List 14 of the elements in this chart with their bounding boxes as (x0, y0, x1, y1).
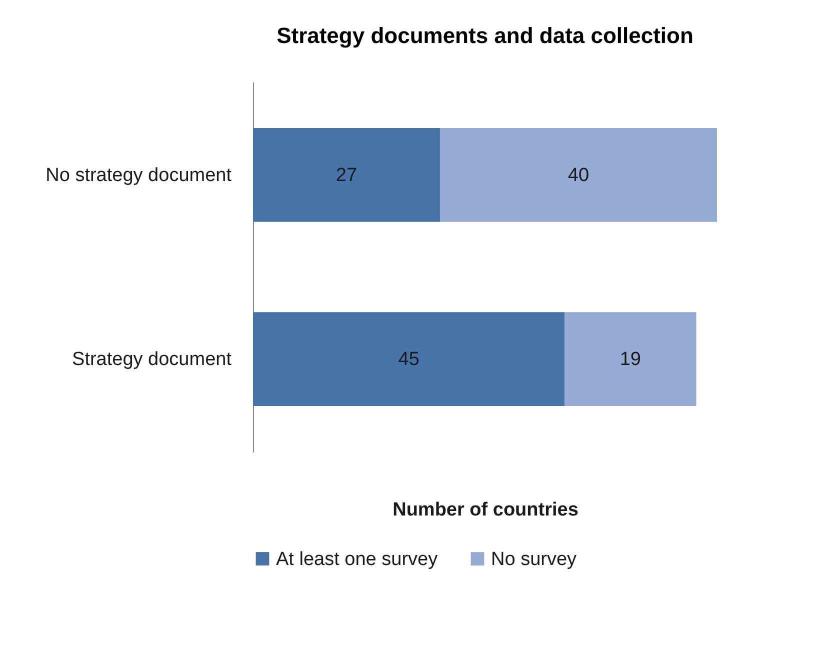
data-label: 19 (620, 349, 642, 370)
bar (564, 312, 696, 406)
data-label: 40 (568, 164, 590, 186)
data-label: 45 (398, 349, 420, 370)
y-tick-label: No strategy document (46, 164, 232, 186)
chart-title: Strategy documents and data collection (276, 23, 694, 48)
x-axis-title: Number of countries (392, 500, 578, 520)
y-tick-label: Strategy document (72, 349, 232, 370)
bar (253, 128, 440, 222)
data-label: 27 (336, 164, 358, 186)
bar (440, 128, 717, 222)
bar (253, 312, 565, 406)
legend-label: At least one survey (276, 548, 438, 570)
legend-label: No survey (491, 548, 578, 570)
